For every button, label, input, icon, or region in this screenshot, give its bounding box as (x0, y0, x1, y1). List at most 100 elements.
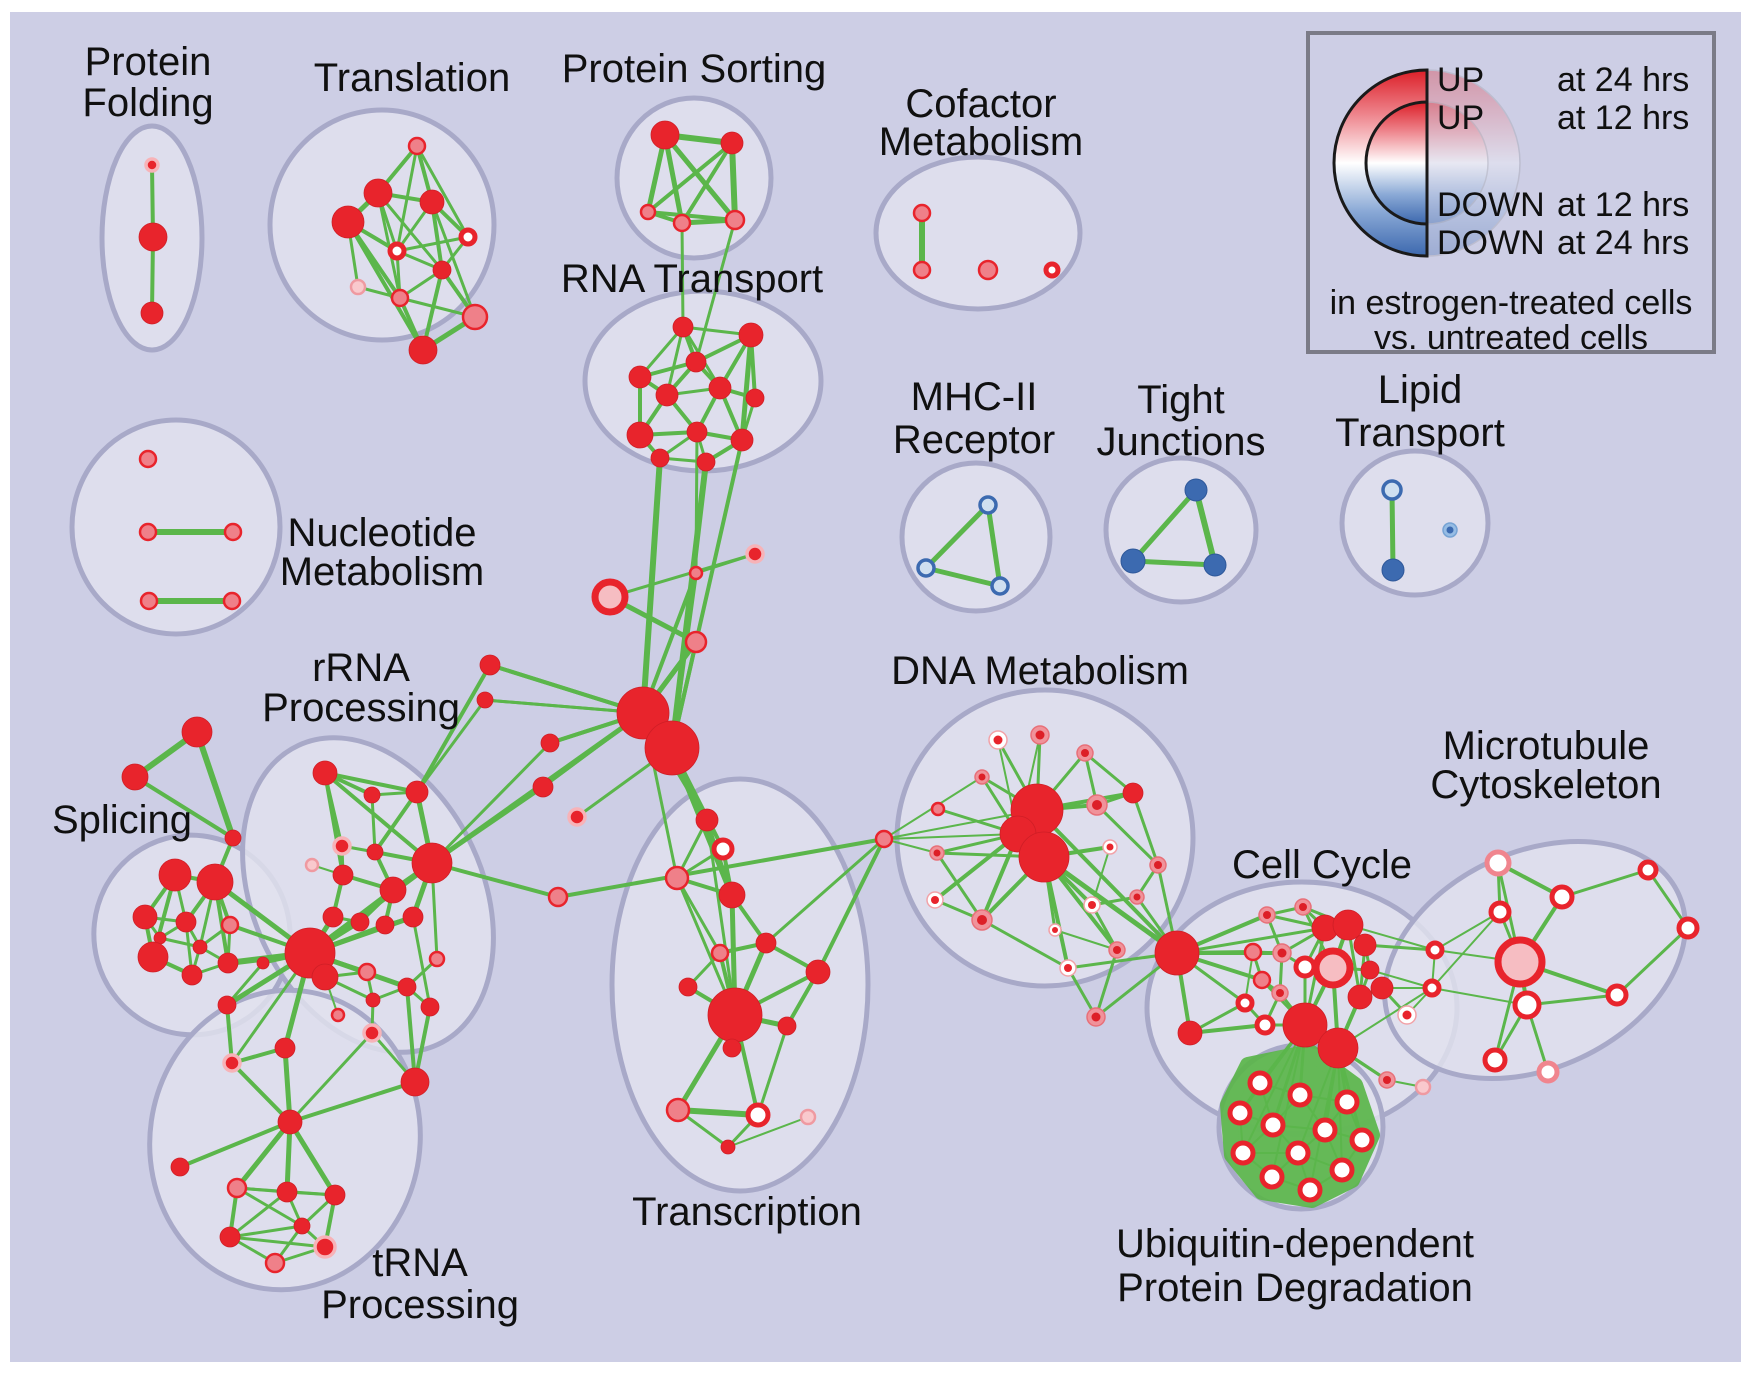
network-edge (729, 140, 738, 223)
network-edge (178, 1120, 292, 1169)
network-node (400, 1067, 430, 1097)
cluster-label-microtubule-cytoskeleton: Microtubule (1443, 724, 1650, 768)
network-edge (323, 771, 434, 865)
network-node (411, 842, 453, 884)
network-node (332, 836, 352, 856)
network-node (350, 912, 370, 932)
legend-direction-up-24: UP (1437, 61, 1484, 99)
network-node (874, 829, 894, 849)
legend-direction-down-12: DOWN (1437, 186, 1545, 224)
network-node (304, 857, 320, 873)
network-node (1332, 909, 1364, 941)
cluster-label-rna-transport: RNA Transport (561, 257, 823, 301)
network-node (639, 203, 657, 221)
network-node-core (1064, 964, 1072, 972)
network-node-core (1081, 749, 1089, 757)
network-node (724, 209, 746, 231)
network-node-core (1299, 903, 1307, 911)
network-edge (346, 220, 425, 352)
network-edge (133, 775, 235, 840)
network-node (365, 992, 381, 1008)
network-edge (1560, 868, 1650, 899)
network-node (458, 227, 478, 247)
network-node-core (1446, 526, 1454, 534)
cluster-label-ubiquitin-degradation: Ubiquitin-dependent (1116, 1222, 1474, 1266)
network-node (220, 915, 240, 935)
network-edge (1091, 846, 1111, 906)
network-node (722, 1038, 742, 1058)
network-node (1259, 1164, 1285, 1190)
network-node (1235, 993, 1255, 1013)
network-node (1122, 782, 1144, 804)
network-node (223, 522, 243, 542)
network-node (405, 780, 429, 804)
network-node (219, 1226, 241, 1248)
cluster-label-dna-metabolism: DNA Metabolism (891, 649, 1189, 693)
cluster-boundary-cofactor-metabolism (873, 154, 1083, 312)
network-node (428, 950, 446, 968)
network-edge (680, 221, 685, 329)
network-node (720, 131, 744, 155)
network-node (461, 303, 489, 331)
cluster-label-rrna-processing: Processing (262, 686, 460, 730)
network-node (745, 1102, 771, 1128)
network-node (710, 943, 730, 963)
network-edge (694, 218, 737, 364)
network-edge (234, 1119, 293, 1191)
network-node (1381, 558, 1405, 582)
network-node (684, 630, 708, 654)
network-node (1676, 916, 1700, 940)
network-edge (662, 132, 685, 226)
network-node (1334, 1089, 1360, 1115)
cluster-boundary-tight-junctions (1103, 455, 1259, 605)
network-node (685, 351, 707, 373)
network-node (707, 987, 763, 1043)
network-edge (1646, 868, 1690, 930)
network-node-core (993, 735, 1003, 745)
network-node (1254, 1014, 1276, 1036)
network-edge (287, 1119, 338, 1198)
network-node (1536, 1060, 1560, 1084)
network-node (419, 189, 445, 215)
network-node-core (977, 915, 987, 925)
cluster-label-protein-sorting: Protein Sorting (562, 47, 827, 91)
network-node (222, 1053, 242, 1073)
network-node (363, 786, 381, 804)
network-node (1422, 978, 1442, 998)
network-node (1329, 1157, 1355, 1183)
cluster-label-splicing: Splicing (52, 798, 192, 842)
network-node (312, 760, 338, 786)
network-node (264, 1252, 286, 1274)
network-node (1425, 940, 1445, 960)
network-edge (1095, 803, 1160, 867)
network-node (1347, 984, 1373, 1010)
cluster-label-trna-processing: tRNA (372, 1241, 468, 1285)
network-edge (405, 985, 417, 1084)
network-edge (1271, 1024, 1306, 1178)
network-node-core (1263, 911, 1271, 919)
network-node (1287, 1082, 1313, 1108)
network-node (1512, 990, 1542, 1020)
network-node (1312, 947, 1354, 989)
network-node (978, 495, 998, 515)
network-node (547, 886, 569, 908)
network-node (777, 1016, 797, 1036)
network-node (1360, 960, 1380, 980)
network-node (1293, 955, 1317, 979)
network-node (408, 335, 438, 365)
network-node (158, 858, 192, 892)
network-node (276, 1181, 298, 1203)
network-node (1494, 936, 1546, 988)
network-node (1285, 1140, 1311, 1166)
network-node (696, 452, 716, 472)
network-edge (935, 851, 984, 922)
network-edge (1389, 487, 1396, 573)
network-edge (228, 1190, 289, 1239)
cluster-label-transcription: Transcription (632, 1190, 862, 1234)
legend-footer-line: in estrogen-treated cells (1330, 284, 1693, 322)
network-edge (194, 729, 236, 841)
network-edge (662, 132, 738, 223)
network-node (132, 904, 158, 930)
legend-glyph-inner-left (1364, 100, 1429, 226)
